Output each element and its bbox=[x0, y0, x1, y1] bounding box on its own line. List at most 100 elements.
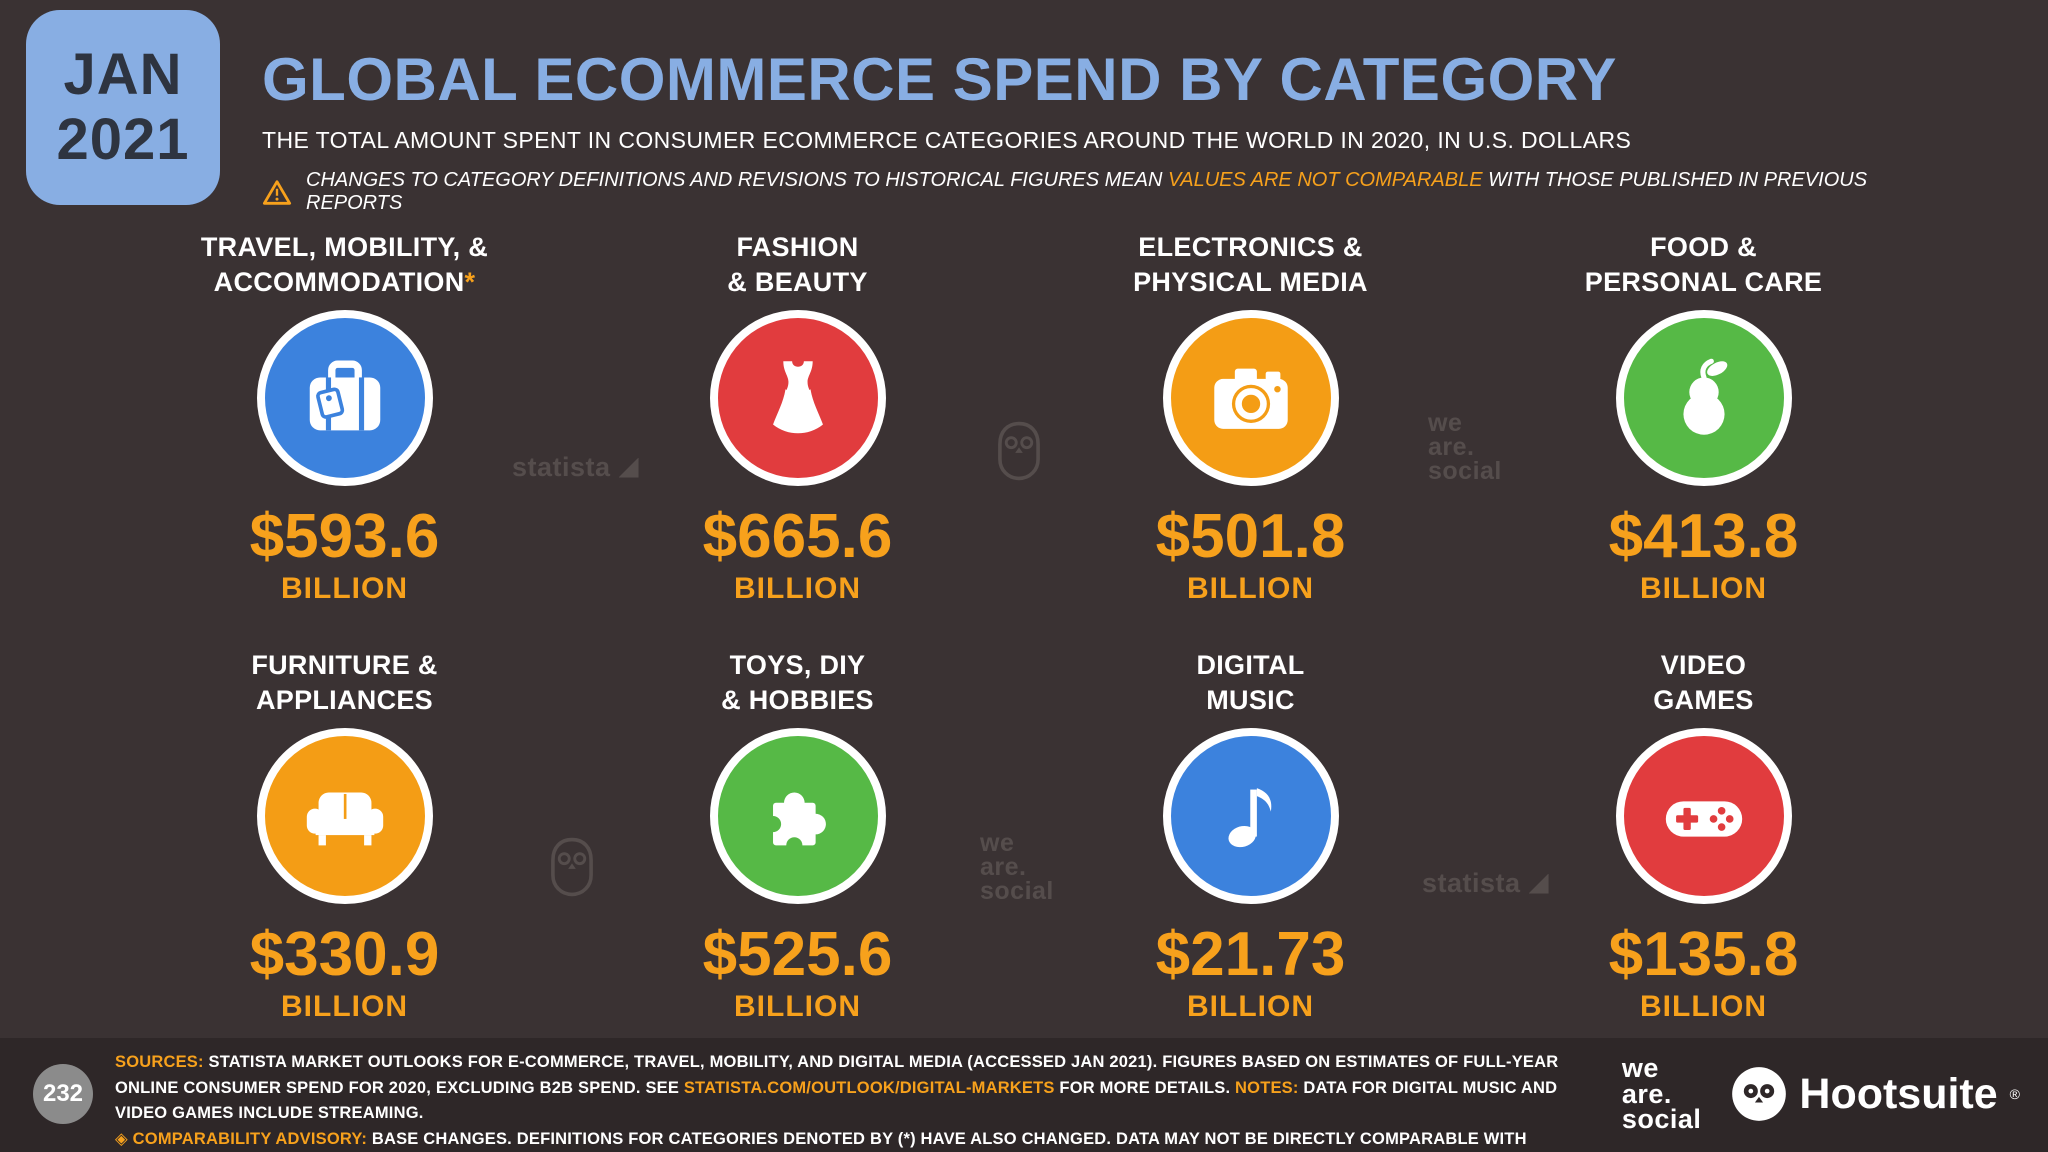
owl-icon bbox=[551, 837, 593, 897]
category-unit: BILLION bbox=[1640, 572, 1767, 605]
category-unit: BILLION bbox=[281, 572, 408, 605]
category-name-line1: DIGITAL bbox=[1196, 650, 1305, 680]
category-asterisk: * bbox=[464, 267, 476, 298]
hootsuite-wordmark: Hootsuite bbox=[1799, 1069, 1998, 1118]
suitcase-icon bbox=[309, 360, 380, 431]
category-unit: BILLION bbox=[1640, 990, 1767, 1023]
advisory-text-post: WITH THOSE PUBLISHED IN PREVIOUS REPORTS bbox=[306, 169, 1868, 214]
comparability-advisory: ◈ COMPARABILITY ADVISORY: BASE CHANGES. … bbox=[115, 1127, 1595, 1152]
statista-watermark-text: statista bbox=[512, 452, 611, 482]
camera-icon bbox=[1213, 368, 1288, 429]
category-name-line1: TOYS, DIY bbox=[729, 650, 866, 680]
was-line: social bbox=[980, 876, 1054, 905]
statista-watermark-text: statista bbox=[1422, 868, 1521, 898]
registered-mark: ® bbox=[2009, 1086, 2020, 1103]
category-name: FASHION & BEAUTY bbox=[727, 230, 867, 306]
category-name-line1: FASHION bbox=[736, 232, 859, 262]
advisory-text: CHANGES TO CATEGORY DEFINITIONS AND REVI… bbox=[306, 169, 1962, 215]
category-icon-circle bbox=[256, 310, 433, 486]
category-name-line2: & HOBBIES bbox=[721, 685, 874, 716]
category-name-line2: PHYSICAL MEDIA bbox=[1133, 267, 1368, 298]
statista-watermark: statista bbox=[512, 452, 639, 483]
comparability-advisory-text: BASE CHANGES. DEFINITIONS FOR CATEGORIES… bbox=[371, 1129, 1527, 1148]
category-value: $525.6 bbox=[702, 920, 893, 989]
category-name-line1: ELECTRONICS & bbox=[1138, 232, 1363, 262]
statista-link: STATISTA.COM/OUTLOOK/DIGITAL-MARKETS bbox=[683, 1078, 1055, 1097]
was-line: are. bbox=[1621, 1078, 1672, 1109]
category-name: DIGITAL MUSIC bbox=[1196, 648, 1304, 724]
notes-label: NOTES: bbox=[1235, 1078, 1299, 1097]
warning-icon bbox=[262, 179, 292, 206]
category-value: $665.6 bbox=[702, 502, 893, 571]
music-note-icon bbox=[1227, 788, 1271, 848]
date-month: JAN bbox=[63, 41, 183, 107]
category-name: FOOD & PERSONAL CARE bbox=[1585, 230, 1822, 306]
category-icon-circle bbox=[1615, 728, 1792, 904]
category-unit: BILLION bbox=[734, 990, 861, 1023]
was-line: social bbox=[1621, 1104, 1702, 1135]
hootsuite-owl-watermark bbox=[995, 420, 1043, 487]
hootsuite-logo: Hootsuite ® bbox=[1731, 1066, 2020, 1122]
statista-logo-icon bbox=[1528, 873, 1549, 894]
page-number-badge: 232 bbox=[33, 1064, 93, 1124]
category-icon-circle bbox=[256, 728, 433, 904]
comparability-advisory-label: COMPARABILITY ADVISORY: bbox=[127, 1129, 368, 1148]
advisory-text-highlight: VALUES ARE NOT COMPARABLE bbox=[1168, 169, 1483, 191]
diamond-icon: ◈ bbox=[115, 1129, 128, 1148]
category-card-food: FOOD & PERSONAL CARE $413.8 BILLION bbox=[1477, 230, 1930, 648]
category-card-video-games: VIDEO GAMES $135.8 BILLION bbox=[1477, 648, 1930, 1066]
category-icon-circle bbox=[1615, 310, 1792, 486]
category-value: $135.8 bbox=[1608, 920, 1799, 989]
was-line: social bbox=[1428, 456, 1502, 485]
category-name-line2: APPLIANCES bbox=[255, 685, 433, 716]
advisory-note: CHANGES TO CATEGORY DEFINITIONS AND REVI… bbox=[262, 169, 1962, 215]
category-icon-circle bbox=[1162, 310, 1339, 486]
was-line: we bbox=[1428, 409, 1463, 437]
statista-logo-icon bbox=[618, 457, 639, 478]
page-number: 232 bbox=[42, 1080, 84, 1107]
category-icon-circle bbox=[1162, 728, 1339, 904]
category-value: $330.9 bbox=[249, 920, 440, 989]
category-name-line2: PERSONAL CARE bbox=[1584, 267, 1823, 298]
category-card-fashion: FASHION & BEAUTY $665.6 BILLION bbox=[571, 230, 1024, 648]
was-line: we bbox=[980, 829, 1015, 857]
footer-text: SOURCES: STATISTA MARKET OUTLOOKS FOR E-… bbox=[115, 1050, 1595, 1152]
advisory-text-pre: CHANGES TO CATEGORY DEFINITIONS AND REVI… bbox=[306, 169, 1168, 191]
category-card-travel: TRAVEL, MOBILITY, & ACCOMMODATION* $593.… bbox=[118, 230, 571, 648]
footer-logos: we are. social Hootsuite ® bbox=[1621, 1053, 2020, 1135]
was-line: we bbox=[1621, 1053, 1659, 1083]
couch-icon bbox=[306, 792, 383, 846]
category-name-line2: MUSIC bbox=[1206, 685, 1295, 716]
notes-text: DATA FOR DIGITAL MUSIC AND VIDEO GAMES I… bbox=[115, 1078, 1558, 1123]
category-unit: BILLION bbox=[281, 990, 408, 1023]
category-name-line2: & BEAUTY bbox=[727, 267, 868, 298]
category-unit: BILLION bbox=[734, 572, 861, 605]
sources-text-2: FOR MORE DETAILS. bbox=[1054, 1078, 1236, 1097]
we-are-social-watermark: we are. social bbox=[1428, 409, 1502, 485]
category-grid: TRAVEL, MOBILITY, & ACCOMMODATION* $593.… bbox=[118, 230, 1930, 1066]
category-value: $21.73 bbox=[1155, 920, 1346, 989]
page-title: GLOBAL ECOMMERCE SPEND BY CATEGORY bbox=[262, 46, 1617, 113]
pear-icon bbox=[1682, 358, 1727, 435]
category-name-line1: TRAVEL, MOBILITY, & bbox=[200, 232, 489, 262]
owl-icon bbox=[998, 421, 1040, 481]
we-are-social-watermark: we are. social bbox=[980, 829, 1054, 905]
category-icon-circle bbox=[709, 310, 886, 486]
subtitle: THE TOTAL AMOUNT SPENT IN CONSUMER ECOMM… bbox=[262, 127, 1632, 153]
category-name: VIDEO GAMES bbox=[1653, 648, 1754, 724]
sources-label: SOURCES: bbox=[115, 1053, 204, 1071]
category-name-line2: ACCOMMODATION bbox=[213, 267, 465, 298]
category-card-furniture: FURNITURE & APPLIANCES $330.9 BILLION bbox=[118, 648, 571, 1066]
category-name: TRAVEL, MOBILITY, & ACCOMMODATION* bbox=[201, 230, 488, 306]
hootsuite-owl-icon bbox=[1732, 1067, 1787, 1122]
hootsuite-owl-watermark bbox=[548, 836, 596, 903]
puzzle-icon bbox=[764, 792, 826, 854]
category-name-line1: FURNITURE & bbox=[251, 650, 438, 680]
was-line: are. bbox=[1428, 432, 1475, 461]
was-line: are. bbox=[980, 852, 1027, 881]
category-icon-circle bbox=[709, 728, 886, 904]
category-name-line2: GAMES bbox=[1653, 685, 1754, 716]
sources-text-1: STATISTA MARKET OUTLOOKS FOR E-COMMERCE,… bbox=[115, 1053, 1559, 1097]
footer-bar: 232 SOURCES: STATISTA MARKET OUTLOOKS FO… bbox=[0, 1038, 2048, 1152]
